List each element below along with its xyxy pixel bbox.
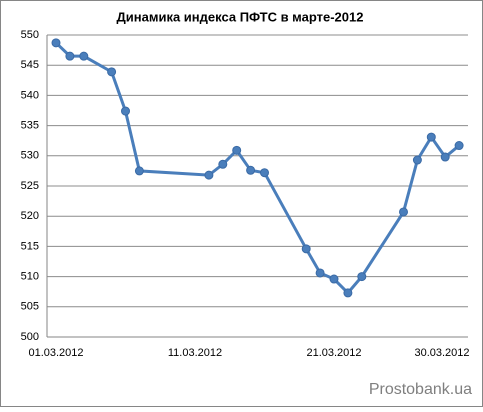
watermark: Prostobank.ua: [369, 381, 472, 398]
y-tick-label: 550: [21, 29, 39, 41]
data-point: [357, 272, 367, 282]
data-point: [218, 159, 228, 169]
data-point: [343, 288, 353, 298]
data-point: [301, 244, 311, 254]
data-point: [204, 170, 214, 180]
y-tick-label: 520: [21, 210, 39, 222]
y-tick-label: 505: [21, 301, 39, 313]
data-point: [51, 38, 61, 48]
x-tick-label: 21.03.2012: [306, 347, 361, 359]
x-tick-label: 01.03.2012: [28, 347, 83, 359]
data-point: [260, 168, 269, 178]
data-point: [121, 106, 130, 116]
y-tick-label: 500: [21, 331, 39, 343]
data-point: [232, 145, 242, 155]
y-tick-label: 510: [21, 271, 39, 283]
y-tick-label: 535: [21, 120, 39, 132]
data-point: [315, 268, 325, 278]
y-tick-label: 530: [21, 150, 39, 162]
data-point: [246, 165, 256, 175]
data-point: [329, 274, 339, 284]
data-point: [426, 132, 436, 142]
data-point: [134, 166, 144, 176]
x-tick-label: 30.03.2012: [414, 347, 469, 359]
y-tick-label: 540: [21, 89, 39, 101]
data-point: [79, 51, 89, 61]
data-point: [399, 207, 408, 217]
chart-title: Динамика индекса ПФТС в марте-2012: [117, 9, 364, 24]
data-point: [440, 152, 450, 162]
y-tick-label: 545: [21, 59, 39, 71]
data-point: [412, 155, 422, 165]
y-tick-label: 515: [21, 240, 39, 252]
data-point: [107, 67, 117, 77]
data-point: [65, 51, 75, 61]
data-point: [454, 141, 464, 151]
x-tick-label: 11.03.2012: [168, 347, 222, 359]
y-tick-label: 525: [21, 180, 39, 192]
